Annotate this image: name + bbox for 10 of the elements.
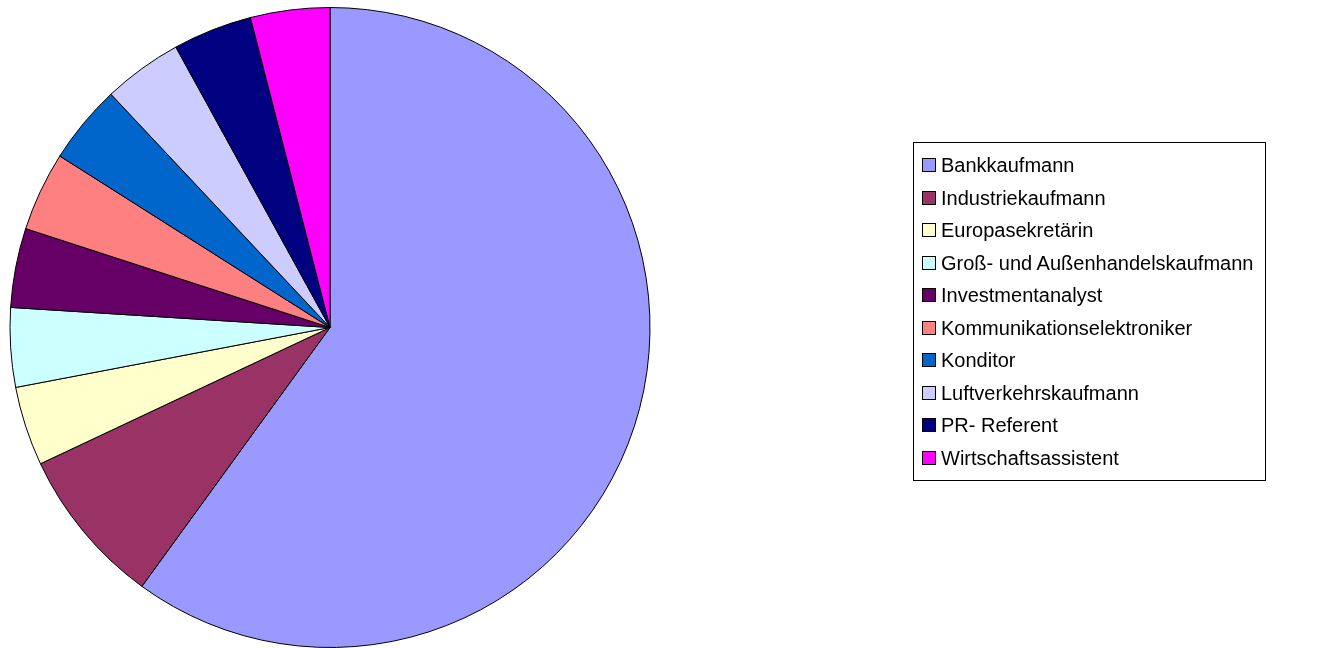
- legend-label: Bankkaufmann: [941, 153, 1075, 178]
- legend-label: Investmentanalyst: [941, 283, 1103, 308]
- legend-label: Groß- und Außenhandelskaufmann: [941, 250, 1254, 276]
- legend-label: Luftverkehrskaufmann: [941, 380, 1139, 406]
- legend-label: PR- Referent: [941, 413, 1058, 438]
- legend-label: Konditor: [941, 348, 1016, 373]
- legend-label: Europasekretärin: [941, 218, 1094, 243]
- legend-label: Industriekaufmann: [941, 185, 1106, 211]
- legend-label: Wirtschaftsassistent: [941, 445, 1119, 471]
- legend-label: Kommunikationselektroniker: [941, 315, 1193, 341]
